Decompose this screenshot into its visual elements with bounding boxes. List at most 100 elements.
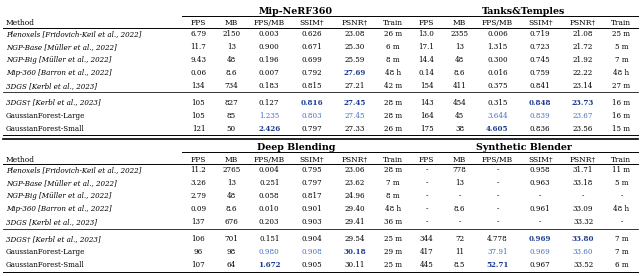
Text: 25 m: 25 m [384, 235, 402, 243]
Text: 21.72: 21.72 [573, 43, 593, 51]
Text: 2765: 2765 [222, 166, 241, 174]
Text: 48 h: 48 h [613, 205, 630, 213]
Text: 13.0: 13.0 [419, 30, 435, 38]
Text: 143: 143 [420, 99, 433, 107]
Text: 11.2: 11.2 [191, 166, 206, 174]
Text: PSNR†: PSNR† [342, 19, 368, 27]
Text: 0.817: 0.817 [302, 192, 323, 200]
Text: GaussianForest-Large: GaussianForest-Large [6, 248, 85, 256]
Text: 0.196: 0.196 [259, 56, 280, 64]
Text: 0.815: 0.815 [302, 82, 323, 90]
Text: 29 m: 29 m [384, 248, 403, 256]
Text: 7 m: 7 m [614, 248, 628, 256]
Text: 1.235: 1.235 [259, 112, 280, 120]
Text: Mip-NeRF360: Mip-NeRF360 [259, 7, 333, 16]
Text: MB: MB [453, 19, 466, 27]
Text: 3DGS† [Kerbl et al., 2023]: 3DGS† [Kerbl et al., 2023] [6, 235, 100, 243]
Text: 0.671: 0.671 [302, 43, 323, 51]
Text: 13: 13 [455, 179, 464, 187]
Text: 30.18: 30.18 [344, 248, 366, 256]
Text: FPS/MB: FPS/MB [482, 19, 513, 27]
Text: 85: 85 [227, 112, 236, 120]
Text: 0.839: 0.839 [530, 112, 550, 120]
Text: Mip-360 [Barron et al., 2022]: Mip-360 [Barron et al., 2022] [6, 69, 111, 77]
Text: 8.5: 8.5 [454, 261, 465, 269]
Text: 23.67: 23.67 [573, 112, 593, 120]
Text: MB: MB [453, 156, 466, 164]
Text: SSIM†: SSIM† [300, 19, 324, 27]
Text: 0.151: 0.151 [259, 235, 280, 243]
Text: 13: 13 [227, 179, 236, 187]
Text: 30.11: 30.11 [345, 261, 365, 269]
Text: 0.795: 0.795 [302, 166, 323, 174]
Text: FPS: FPS [419, 156, 435, 164]
Text: 0.969: 0.969 [530, 248, 550, 256]
Text: 0.14: 0.14 [419, 69, 435, 77]
Text: 16 m: 16 m [612, 112, 630, 120]
Text: -: - [620, 192, 623, 200]
Text: 16 m: 16 m [612, 99, 630, 107]
Text: 0.719: 0.719 [530, 30, 550, 38]
Text: 0.699: 0.699 [301, 56, 323, 64]
Text: NGP-Base [Müller et al., 2022]: NGP-Base [Müller et al., 2022] [6, 43, 116, 51]
Text: GaussianForest-Large: GaussianForest-Large [6, 112, 85, 120]
Text: Synthetic Blender: Synthetic Blender [476, 144, 572, 152]
Text: 13: 13 [227, 43, 236, 51]
Text: 0.958: 0.958 [530, 166, 550, 174]
Text: 0.251: 0.251 [259, 179, 280, 187]
Text: 121: 121 [192, 125, 205, 133]
Text: 48 h: 48 h [385, 69, 401, 77]
Text: 175: 175 [420, 125, 433, 133]
Text: -: - [496, 218, 499, 226]
Text: 23.62: 23.62 [345, 179, 365, 187]
Text: 64: 64 [227, 261, 236, 269]
Text: 0.903: 0.903 [302, 218, 323, 226]
Text: NGP-Base [Müller et al., 2022]: NGP-Base [Müller et al., 2022] [6, 179, 116, 187]
Text: 27.33: 27.33 [345, 125, 365, 133]
Text: SSIM†: SSIM† [300, 156, 324, 164]
Text: 6 m: 6 m [614, 261, 628, 269]
Text: 29.40: 29.40 [344, 205, 365, 213]
Text: 31.71: 31.71 [573, 166, 593, 174]
Text: -: - [496, 192, 499, 200]
Text: 0.908: 0.908 [301, 248, 323, 256]
Text: 96: 96 [194, 248, 203, 256]
Text: FPS: FPS [191, 156, 206, 164]
Text: 0.745: 0.745 [530, 56, 550, 64]
Text: 21.92: 21.92 [573, 56, 593, 64]
Text: 27.69: 27.69 [344, 69, 366, 77]
Text: 5 m: 5 m [614, 43, 628, 51]
Text: 164: 164 [420, 112, 433, 120]
Text: 105: 105 [191, 112, 205, 120]
Text: -: - [582, 192, 584, 200]
Text: 28 m: 28 m [384, 112, 403, 120]
Text: 6.79: 6.79 [190, 30, 207, 38]
Text: PSNR†: PSNR† [570, 19, 596, 27]
Text: 0.006: 0.006 [487, 30, 508, 38]
Text: Train: Train [611, 19, 632, 27]
Text: -: - [426, 179, 428, 187]
Text: 0.723: 0.723 [530, 43, 550, 51]
Text: 445: 445 [420, 261, 433, 269]
Text: 676: 676 [225, 218, 238, 226]
Text: 8.6: 8.6 [454, 205, 465, 213]
Text: -: - [496, 166, 499, 174]
Text: Train: Train [611, 156, 632, 164]
Text: 3DGS [Kerbl et al., 2023]: 3DGS [Kerbl et al., 2023] [6, 218, 97, 226]
Text: 6 m: 6 m [387, 43, 400, 51]
Text: 0.127: 0.127 [259, 99, 280, 107]
Text: 0.09: 0.09 [190, 205, 207, 213]
Text: FPS: FPS [191, 19, 206, 27]
Text: 17.1: 17.1 [419, 43, 435, 51]
Text: 0.003: 0.003 [259, 30, 280, 38]
Text: -: - [496, 205, 499, 213]
Text: 734: 734 [225, 82, 238, 90]
Text: 7 m: 7 m [387, 179, 400, 187]
Text: -: - [539, 192, 541, 200]
Text: 0.836: 0.836 [530, 125, 550, 133]
Text: 13: 13 [455, 43, 464, 51]
Text: 72: 72 [455, 235, 464, 243]
Text: 411: 411 [452, 82, 467, 90]
Text: 0.967: 0.967 [530, 261, 550, 269]
Text: 0.904: 0.904 [301, 235, 323, 243]
